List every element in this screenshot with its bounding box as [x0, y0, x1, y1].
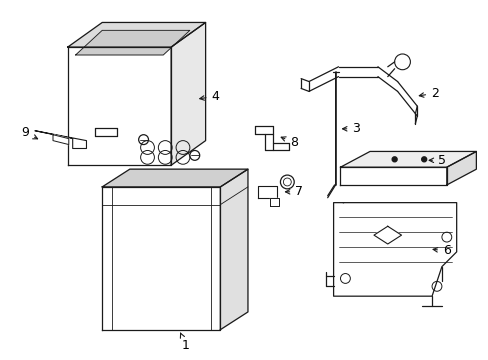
Text: 1: 1: [180, 333, 189, 352]
Polygon shape: [446, 152, 475, 185]
Text: 7: 7: [285, 185, 303, 198]
Text: 4: 4: [199, 90, 219, 103]
Polygon shape: [76, 30, 189, 55]
Polygon shape: [53, 135, 69, 145]
Polygon shape: [220, 169, 247, 330]
Polygon shape: [373, 226, 401, 244]
Polygon shape: [269, 198, 279, 206]
Polygon shape: [333, 203, 456, 296]
Polygon shape: [35, 131, 86, 148]
Text: 2: 2: [418, 87, 438, 100]
Polygon shape: [68, 47, 171, 165]
Polygon shape: [102, 169, 247, 187]
Polygon shape: [68, 22, 205, 47]
Circle shape: [391, 157, 396, 162]
Polygon shape: [171, 22, 205, 165]
Text: 5: 5: [428, 154, 445, 167]
Polygon shape: [340, 152, 475, 167]
Polygon shape: [340, 167, 446, 185]
Text: 3: 3: [342, 122, 360, 135]
Text: 9: 9: [21, 126, 38, 139]
Polygon shape: [257, 186, 277, 198]
Circle shape: [421, 157, 426, 162]
Polygon shape: [102, 187, 220, 330]
Text: 6: 6: [432, 244, 450, 257]
Text: 8: 8: [281, 136, 298, 149]
